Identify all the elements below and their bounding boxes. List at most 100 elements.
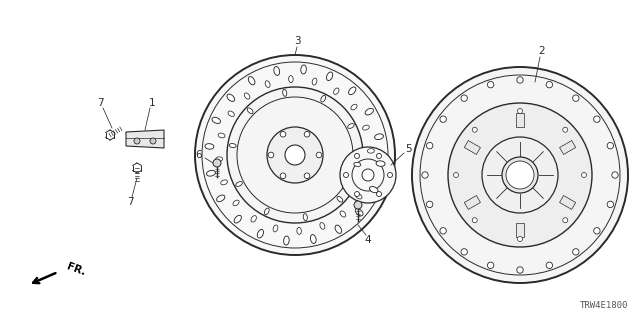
Ellipse shape xyxy=(365,108,373,115)
Ellipse shape xyxy=(367,148,374,153)
Circle shape xyxy=(472,127,477,132)
Ellipse shape xyxy=(376,161,385,166)
Ellipse shape xyxy=(205,144,214,149)
Ellipse shape xyxy=(354,162,361,166)
Circle shape xyxy=(518,108,522,114)
Circle shape xyxy=(268,152,274,158)
Circle shape xyxy=(582,172,586,178)
Circle shape xyxy=(376,192,381,196)
Circle shape xyxy=(412,67,628,283)
Ellipse shape xyxy=(251,216,257,222)
Circle shape xyxy=(517,267,524,273)
Ellipse shape xyxy=(247,108,253,114)
Polygon shape xyxy=(559,196,576,210)
Circle shape xyxy=(280,173,286,179)
Circle shape xyxy=(362,169,374,181)
Circle shape xyxy=(344,172,349,178)
Text: 7: 7 xyxy=(97,98,103,108)
Ellipse shape xyxy=(303,214,307,220)
Circle shape xyxy=(563,127,568,132)
Polygon shape xyxy=(516,223,524,237)
Circle shape xyxy=(213,159,221,167)
Circle shape xyxy=(195,55,395,255)
Circle shape xyxy=(461,249,467,255)
Ellipse shape xyxy=(326,72,333,81)
Polygon shape xyxy=(126,130,164,148)
Text: 3: 3 xyxy=(294,36,300,46)
Circle shape xyxy=(426,201,433,208)
Text: TRW4E1800: TRW4E1800 xyxy=(580,301,628,310)
Ellipse shape xyxy=(369,187,378,193)
Circle shape xyxy=(355,192,360,196)
Circle shape xyxy=(461,95,467,101)
Ellipse shape xyxy=(340,211,346,217)
Ellipse shape xyxy=(333,88,339,94)
Ellipse shape xyxy=(221,180,227,185)
Ellipse shape xyxy=(227,94,235,101)
Circle shape xyxy=(227,87,363,223)
Ellipse shape xyxy=(362,125,369,130)
Circle shape xyxy=(563,218,568,223)
Circle shape xyxy=(316,152,322,158)
Ellipse shape xyxy=(265,81,270,87)
Ellipse shape xyxy=(257,229,264,238)
Ellipse shape xyxy=(218,133,225,138)
Circle shape xyxy=(454,172,458,178)
Circle shape xyxy=(285,145,305,165)
Ellipse shape xyxy=(207,171,216,176)
Circle shape xyxy=(607,142,614,149)
Ellipse shape xyxy=(212,117,221,124)
Ellipse shape xyxy=(348,124,354,128)
Circle shape xyxy=(304,132,310,137)
Circle shape xyxy=(488,82,494,88)
Polygon shape xyxy=(464,140,481,155)
Ellipse shape xyxy=(216,157,223,161)
Ellipse shape xyxy=(355,209,363,216)
Ellipse shape xyxy=(283,89,287,96)
Circle shape xyxy=(304,173,310,179)
Ellipse shape xyxy=(248,76,255,85)
Ellipse shape xyxy=(351,104,357,110)
Ellipse shape xyxy=(233,200,239,206)
Circle shape xyxy=(546,82,552,88)
Circle shape xyxy=(426,142,433,149)
Circle shape xyxy=(440,116,446,122)
Circle shape xyxy=(594,228,600,234)
Ellipse shape xyxy=(284,236,289,245)
Circle shape xyxy=(387,172,392,178)
Text: 1: 1 xyxy=(148,98,156,108)
Ellipse shape xyxy=(374,134,383,140)
Ellipse shape xyxy=(274,67,280,76)
Circle shape xyxy=(607,201,614,208)
Circle shape xyxy=(354,201,362,209)
Text: FR.: FR. xyxy=(65,261,86,277)
Ellipse shape xyxy=(321,95,326,102)
Text: 2: 2 xyxy=(539,46,545,56)
Circle shape xyxy=(573,95,579,101)
Polygon shape xyxy=(516,113,524,127)
Circle shape xyxy=(355,154,360,158)
Ellipse shape xyxy=(356,194,362,199)
Ellipse shape xyxy=(264,208,269,215)
Circle shape xyxy=(594,116,600,122)
Text: 5: 5 xyxy=(404,144,412,154)
Ellipse shape xyxy=(349,87,356,95)
Circle shape xyxy=(134,138,140,144)
Ellipse shape xyxy=(236,182,243,186)
Circle shape xyxy=(546,262,552,268)
Ellipse shape xyxy=(337,196,343,202)
Text: 6: 6 xyxy=(196,150,202,160)
Ellipse shape xyxy=(320,222,325,229)
Circle shape xyxy=(422,172,428,178)
Circle shape xyxy=(376,154,381,158)
Ellipse shape xyxy=(289,76,293,83)
Ellipse shape xyxy=(273,225,278,232)
Circle shape xyxy=(440,228,446,234)
Circle shape xyxy=(267,127,323,183)
Polygon shape xyxy=(559,140,576,155)
Ellipse shape xyxy=(365,172,372,177)
Text: 4: 4 xyxy=(365,235,371,245)
Ellipse shape xyxy=(228,111,234,116)
Polygon shape xyxy=(464,196,481,210)
Ellipse shape xyxy=(244,93,250,99)
